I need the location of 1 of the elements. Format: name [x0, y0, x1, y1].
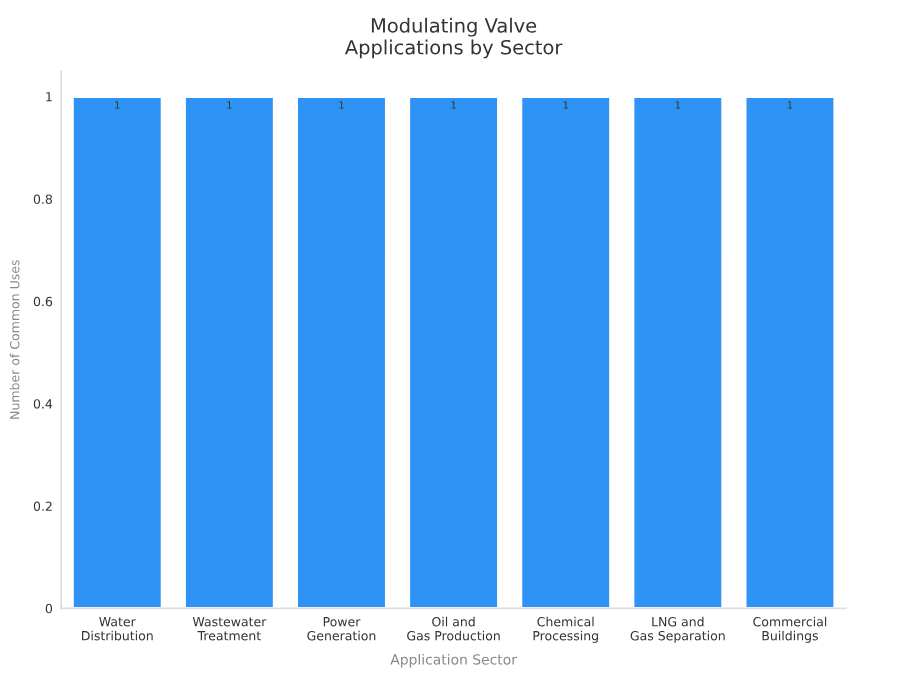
chart-title: Modulating Valve Applications by Sector [345, 17, 563, 59]
